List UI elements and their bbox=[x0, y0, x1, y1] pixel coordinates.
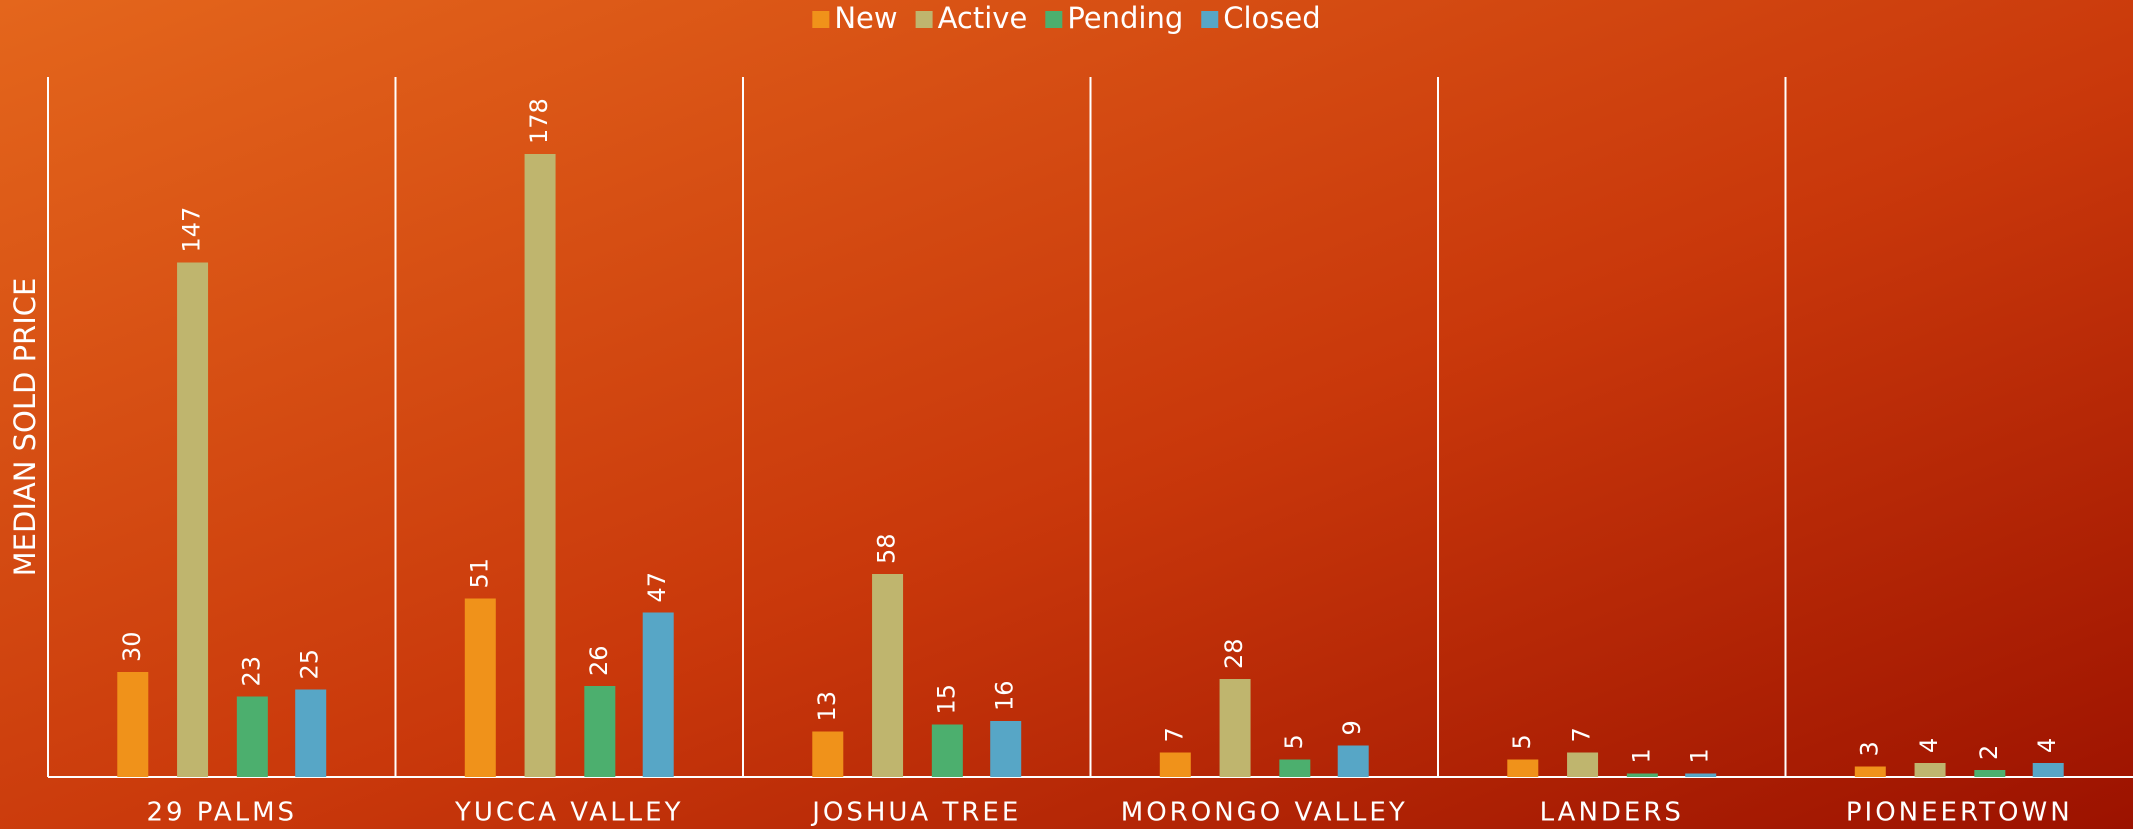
legend-swatch bbox=[812, 11, 830, 28]
value-label: 30 bbox=[118, 631, 146, 662]
value-label: 2 bbox=[1975, 745, 2003, 760]
bar bbox=[1337, 745, 1369, 777]
bar bbox=[464, 598, 496, 777]
value-label: 178 bbox=[525, 98, 553, 144]
bar bbox=[295, 689, 327, 777]
bar bbox=[872, 574, 904, 777]
legend-label: Closed bbox=[1223, 1, 1320, 35]
x-tick-label: LANDERS bbox=[1540, 798, 1684, 828]
value-label: 7 bbox=[1568, 727, 1596, 742]
value-label: 26 bbox=[585, 645, 613, 676]
bar bbox=[931, 724, 963, 777]
value-label: 15 bbox=[932, 684, 960, 715]
value-label: 4 bbox=[1915, 738, 1943, 753]
bar bbox=[1159, 752, 1191, 777]
bar bbox=[1567, 752, 1599, 777]
x-tick-label: YUCCA VALLEY bbox=[454, 798, 683, 828]
value-label: 3 bbox=[1855, 741, 1883, 756]
legend-label: New bbox=[834, 1, 897, 35]
value-label: 16 bbox=[991, 680, 1019, 711]
bar bbox=[812, 731, 844, 777]
bar bbox=[1219, 679, 1251, 777]
legend-label: Active bbox=[938, 1, 1028, 35]
value-label: 58 bbox=[873, 533, 901, 564]
x-tick-label: 29 PALMS bbox=[146, 798, 297, 828]
value-label: 23 bbox=[237, 656, 265, 687]
value-label: 25 bbox=[296, 649, 324, 680]
value-label: 13 bbox=[813, 691, 841, 722]
legend-swatch bbox=[1201, 11, 1219, 28]
value-label: 28 bbox=[1220, 638, 1248, 669]
bar bbox=[1685, 773, 1717, 777]
bar bbox=[1507, 759, 1539, 777]
bar bbox=[236, 696, 268, 777]
value-label: 47 bbox=[643, 572, 671, 603]
bar bbox=[1854, 766, 1886, 777]
value-label: 51 bbox=[465, 558, 493, 589]
value-label: 7 bbox=[1160, 727, 1188, 742]
bar bbox=[1279, 759, 1311, 777]
legend-label: Pending bbox=[1067, 1, 1183, 35]
bar bbox=[117, 672, 149, 777]
y-axis-title: MEDIAN SOLD PRICE bbox=[8, 278, 42, 577]
bar bbox=[2032, 763, 2064, 777]
bar bbox=[990, 721, 1022, 777]
x-tick-label: JOSHUA TREE bbox=[810, 798, 1021, 828]
value-label: 9 bbox=[1338, 720, 1366, 735]
legend-swatch bbox=[1045, 11, 1063, 28]
legend-swatch bbox=[915, 11, 933, 28]
bar bbox=[1974, 770, 2006, 777]
bar bbox=[1914, 763, 1946, 777]
bar bbox=[584, 686, 616, 777]
bar bbox=[177, 262, 209, 777]
bar bbox=[642, 612, 674, 777]
bar bbox=[524, 154, 556, 777]
x-tick-label: MORONGO VALLEY bbox=[1121, 798, 1408, 828]
value-label: 5 bbox=[1280, 734, 1308, 749]
x-tick-label: PIONEERTOWN bbox=[1846, 798, 2073, 828]
value-label: 1 bbox=[1627, 748, 1655, 763]
value-label: 147 bbox=[178, 207, 206, 253]
value-label: 1 bbox=[1686, 748, 1714, 763]
value-label: 4 bbox=[2033, 738, 2061, 753]
bar bbox=[1626, 773, 1658, 777]
value-label: 5 bbox=[1508, 734, 1536, 749]
